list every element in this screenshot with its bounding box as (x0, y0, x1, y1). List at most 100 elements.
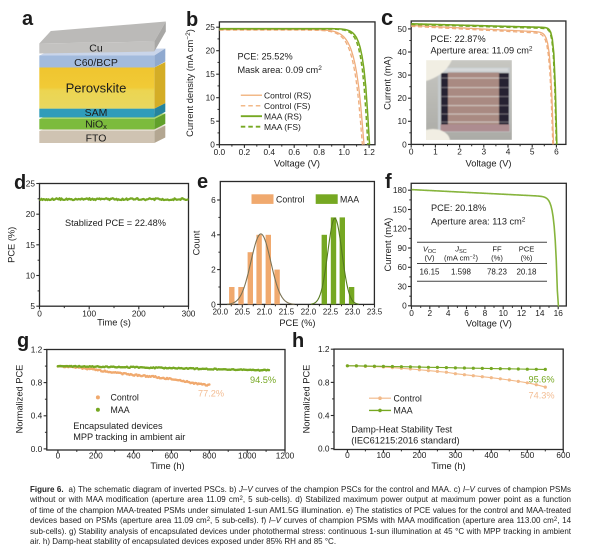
svg-text:23.0: 23.0 (345, 308, 361, 317)
svg-text:MAA: MAA (111, 405, 130, 415)
svg-text:Normalized PCE: Normalized PCE (302, 365, 312, 434)
svg-text:30: 30 (397, 70, 407, 80)
svg-text:0: 0 (402, 139, 407, 149)
svg-text:NiOx: NiOx (85, 119, 107, 132)
svg-text:h: h (292, 330, 304, 352)
svg-text:Voltage (V): Voltage (V) (274, 158, 320, 168)
svg-text:0: 0 (37, 308, 42, 318)
svg-text:400: 400 (484, 450, 498, 460)
svg-text:0.8: 0.8 (318, 377, 330, 387)
svg-text:600: 600 (164, 451, 178, 461)
svg-text:1.0: 1.0 (338, 147, 350, 157)
svg-text:400: 400 (127, 451, 141, 461)
svg-text:10: 10 (206, 93, 216, 103)
svg-text:22.0: 22.0 (301, 308, 317, 317)
svg-text:20: 20 (26, 209, 36, 219)
svg-text:21.0: 21.0 (257, 308, 273, 317)
svg-text:c: c (381, 5, 393, 30)
svg-text:6: 6 (464, 308, 469, 318)
svg-text:1200: 1200 (276, 451, 295, 461)
svg-text:Current density (mA cm−2): Current density (mA cm−2) (185, 29, 195, 137)
svg-text:0.0: 0.0 (31, 444, 43, 454)
svg-text:3: 3 (481, 147, 486, 157)
svg-text:74.3%: 74.3% (528, 390, 554, 400)
svg-text:150: 150 (393, 204, 407, 214)
svg-text:90: 90 (397, 243, 407, 253)
svg-text:5: 5 (30, 301, 35, 311)
svg-text:0: 0 (402, 301, 407, 311)
svg-text:MAA: MAA (394, 406, 413, 416)
svg-text:(IEC61215:2016 standard): (IEC61215:2016 standard) (351, 436, 459, 446)
svg-text:JSC: JSC (454, 245, 466, 256)
svg-text:Perovskite: Perovskite (66, 81, 127, 96)
svg-text:50: 50 (397, 24, 407, 34)
svg-text:100: 100 (376, 450, 390, 460)
svg-text:MAA (FS): MAA (FS) (264, 122, 301, 132)
svg-text:300: 300 (182, 308, 196, 318)
svg-text:300: 300 (448, 450, 462, 460)
svg-text:Aperture area: 113 cm2: Aperture area: 113 cm2 (431, 217, 526, 227)
svg-text:Time (h): Time (h) (431, 461, 465, 471)
svg-text:25: 25 (26, 178, 36, 188)
svg-text:200: 200 (132, 308, 146, 318)
svg-text:500: 500 (520, 450, 534, 460)
svg-text:MAA (RS): MAA (RS) (264, 111, 302, 121)
svg-text:25: 25 (206, 22, 216, 32)
svg-text:100: 100 (82, 308, 96, 318)
svg-text:0.8: 0.8 (313, 147, 325, 157)
svg-text:15: 15 (206, 69, 216, 79)
svg-text:0.0: 0.0 (214, 147, 226, 157)
svg-text:4: 4 (446, 308, 451, 318)
svg-text:Current (mA): Current (mA) (383, 218, 393, 272)
svg-text:VOC: VOC (423, 245, 436, 256)
svg-text:1.598: 1.598 (451, 268, 472, 277)
svg-text:Control: Control (394, 393, 422, 403)
svg-text:PCE: 22.87%: PCE: 22.87% (431, 34, 486, 44)
svg-text:0: 0 (56, 451, 61, 461)
svg-text:22.5: 22.5 (323, 308, 339, 317)
svg-text:MPP tracking in ambient air: MPP tracking in ambient air (73, 432, 185, 442)
svg-text:4: 4 (211, 230, 216, 240)
svg-text:10: 10 (26, 270, 36, 280)
svg-text:6: 6 (211, 195, 216, 205)
svg-text:Encapsulated devices: Encapsulated devices (73, 421, 163, 431)
svg-text:Voltage (V): Voltage (V) (466, 158, 512, 168)
svg-text:Aperture area: 11.09 cm2: Aperture area: 11.09 cm2 (431, 45, 533, 55)
svg-text:Normalized PCE: Normalized PCE (15, 365, 25, 434)
svg-text:14: 14 (535, 308, 545, 318)
svg-text:C60/BCP: C60/BCP (74, 57, 118, 69)
svg-text:1.2: 1.2 (31, 344, 43, 354)
svg-text:16: 16 (554, 308, 564, 318)
svg-text:Stablized PCE = 22.48%: Stablized PCE = 22.48% (65, 218, 166, 228)
svg-text:2: 2 (427, 308, 432, 318)
svg-text:120: 120 (393, 224, 407, 234)
svg-text:PCE: 20.18%: PCE: 20.18% (431, 203, 486, 213)
svg-text:f: f (385, 171, 392, 193)
svg-text:2: 2 (457, 147, 462, 157)
svg-text:1.2: 1.2 (363, 147, 375, 157)
svg-text:FTO: FTO (86, 132, 107, 144)
svg-text:40: 40 (397, 47, 407, 57)
svg-text:0: 0 (345, 450, 350, 460)
svg-text:a: a (22, 8, 34, 30)
svg-text:PCE: PCE (519, 245, 535, 254)
svg-text:0: 0 (409, 147, 414, 157)
svg-text:16.15: 16.15 (419, 268, 440, 277)
svg-text:PCE (%): PCE (%) (279, 318, 315, 328)
svg-text:0: 0 (210, 140, 215, 150)
svg-text:23.5: 23.5 (367, 308, 383, 317)
svg-text:8: 8 (483, 308, 488, 318)
svg-text:12: 12 (517, 308, 527, 318)
svg-text:20.5: 20.5 (235, 308, 251, 317)
svg-text:180: 180 (393, 185, 407, 195)
svg-text:0.4: 0.4 (264, 147, 276, 157)
svg-text:10: 10 (499, 308, 509, 318)
svg-text:2: 2 (211, 265, 216, 275)
svg-text:6: 6 (554, 147, 559, 157)
svg-text:e: e (197, 171, 208, 193)
svg-text:Control: Control (276, 194, 304, 204)
svg-text:21.5: 21.5 (279, 308, 295, 317)
svg-text:0.8: 0.8 (31, 378, 43, 388)
svg-text:0: 0 (211, 299, 216, 309)
svg-text:0.0: 0.0 (318, 444, 330, 454)
